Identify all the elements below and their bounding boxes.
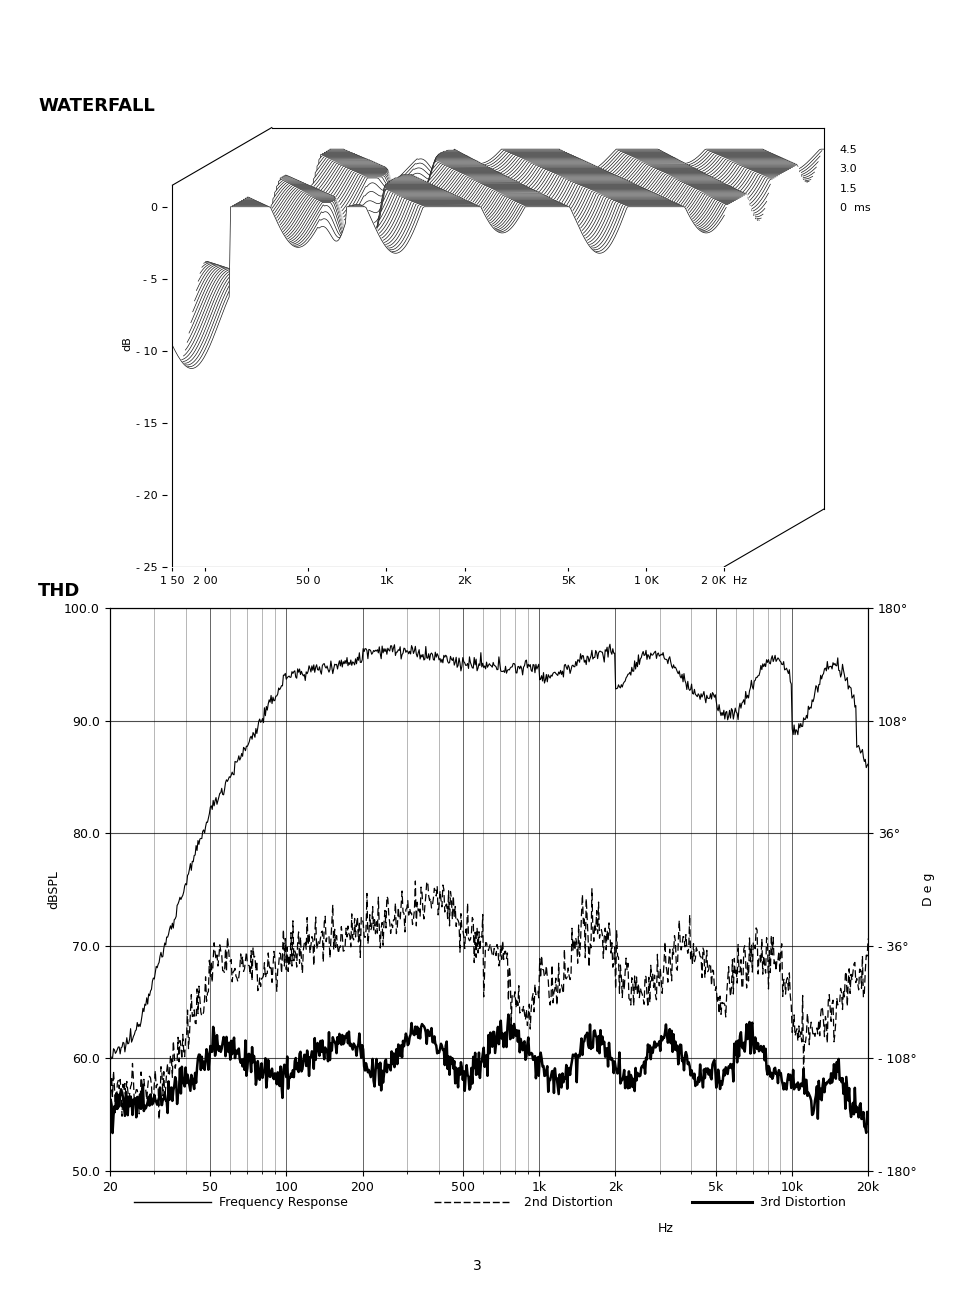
Line: 2nd Distortion: 2nd Distortion	[110, 881, 867, 1119]
3rd Distortion	[566, 1053, 578, 1069]
2nd Distortion	[588, 916, 599, 932]
Text: S400a: S400a	[45, 28, 151, 57]
3rd Distortion	[759, 1052, 770, 1068]
Y-axis label: dBSPL: dBSPL	[47, 870, 60, 910]
Frequency Response	[862, 756, 873, 771]
3rd Distortion	[152, 1097, 163, 1113]
2nd Distortion	[409, 873, 420, 889]
Text: 2nd Distortion: 2nd Distortion	[524, 1196, 613, 1209]
Frequency Response	[104, 1052, 115, 1068]
Y-axis label: dB: dB	[123, 336, 132, 351]
Line: 3rd Distortion: 3rd Distortion	[110, 1014, 867, 1134]
Frequency Response	[564, 665, 576, 681]
Line: Frequency Response: Frequency Response	[110, 644, 867, 1060]
3rd Distortion	[546, 1064, 558, 1079]
Frequency Response	[544, 670, 556, 686]
2nd Distortion	[566, 920, 578, 936]
Text: THD: THD	[38, 582, 80, 600]
Frequency Response	[151, 959, 162, 974]
Frequency Response	[758, 659, 769, 674]
Frequency Response	[603, 637, 615, 652]
Text: Frequency Response: Frequency Response	[219, 1196, 348, 1209]
2nd Distortion	[153, 1112, 165, 1127]
3rd Distortion	[680, 1048, 692, 1064]
3rd Distortion	[502, 1007, 514, 1022]
Text: 3rd Distortion: 3rd Distortion	[760, 1196, 845, 1209]
Frequency Response	[586, 651, 598, 666]
Text: Hz: Hz	[657, 1222, 673, 1234]
Frequency Response	[679, 675, 691, 691]
3rd Distortion	[107, 1126, 118, 1141]
2nd Distortion	[759, 958, 770, 973]
3rd Distortion	[862, 1115, 873, 1131]
Text: 3: 3	[472, 1259, 481, 1272]
3rd Distortion	[588, 1022, 599, 1038]
Y-axis label: D e g: D e g	[922, 873, 934, 906]
3rd Distortion	[104, 1095, 115, 1110]
Text: WATERFALL: WATERFALL	[38, 97, 154, 115]
2nd Distortion	[151, 1080, 162, 1096]
2nd Distortion	[104, 1100, 115, 1115]
2nd Distortion	[546, 958, 558, 973]
2nd Distortion	[680, 939, 692, 955]
2nd Distortion	[862, 930, 873, 946]
